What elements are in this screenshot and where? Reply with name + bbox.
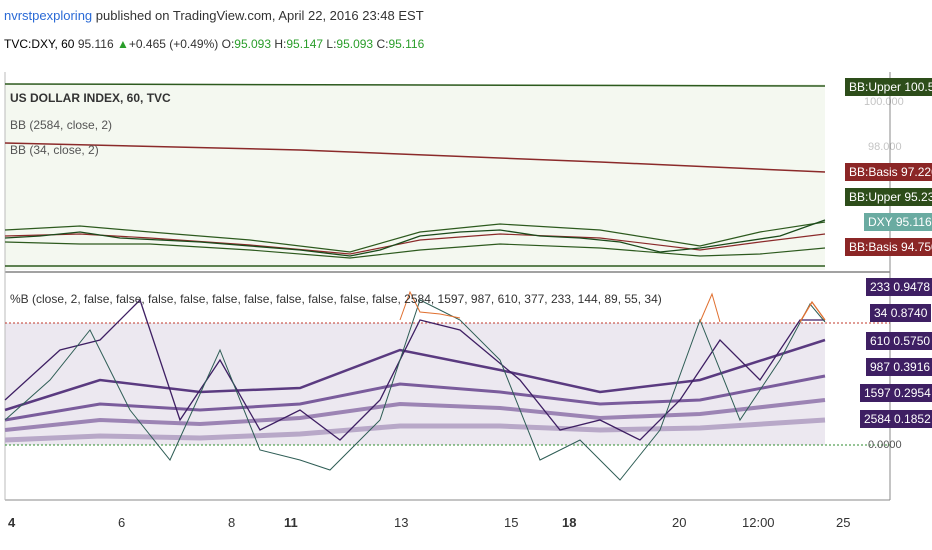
badge-label: BB:Upper xyxy=(849,190,902,204)
pctb-233-badge: 233 0.9478 xyxy=(866,278,932,296)
time-axis-tick: 20 xyxy=(672,515,687,530)
pctb-axis-zero: 0.0000 xyxy=(868,439,902,451)
pctb-987-badge: 987 0.3916 xyxy=(866,358,932,376)
badge-label: 233 xyxy=(870,280,891,294)
bb-long-label[interactable]: BB (2584, close, 2) xyxy=(10,118,113,132)
open-label: O: xyxy=(221,37,235,51)
price-axis-tick: 100.000 xyxy=(864,96,904,108)
badge-label: 610 xyxy=(870,334,891,348)
dxy-price-badge: DXY 95.116 xyxy=(864,213,932,231)
close-label: C: xyxy=(376,37,389,51)
pctb-610-badge: 610 0.5750 xyxy=(866,332,932,350)
pctb-2584 xyxy=(4,417,826,443)
badge-value: 100.577 xyxy=(904,80,932,94)
bb-upper-short xyxy=(4,221,826,253)
badge-value: 0.2954 xyxy=(894,386,931,400)
bb-basis-short xyxy=(4,233,826,255)
badge-label: 2584 xyxy=(864,412,891,426)
pctb-987 xyxy=(4,374,826,422)
badge-label: 987 xyxy=(870,360,891,374)
bb-upper-long-badge: BB:Upper 100.577 xyxy=(845,78,932,96)
pctb-233 xyxy=(4,298,825,441)
badge-value: 0.8740 xyxy=(890,306,928,320)
time-axis-tick: 11 xyxy=(284,515,298,530)
pctb-34 xyxy=(4,299,826,481)
price-change: +0.465 (+0.49%) xyxy=(128,37,219,51)
time-axis-tick: 4 xyxy=(8,515,16,530)
bb-basis-long xyxy=(4,142,826,173)
badge-label: 1597 xyxy=(864,386,891,400)
bb-lower-short xyxy=(4,241,826,259)
time-axis-tick: 13 xyxy=(394,515,409,530)
pctb-overshoot-3 xyxy=(799,300,826,323)
bb-short-label[interactable]: BB (34, close, 2) xyxy=(10,143,99,157)
pctb-1597-badge: 1597 0.2954 xyxy=(860,384,932,402)
low-value: 95.093 xyxy=(336,37,374,51)
publish-header: nvrstpexploring published on TradingView… xyxy=(4,8,424,24)
high-label: H: xyxy=(274,37,287,51)
pctb-610 xyxy=(4,338,826,412)
close-value: 95.116 xyxy=(388,37,425,51)
pctb-pane-title[interactable]: %B (close, 2, false, false, false, false… xyxy=(10,292,662,306)
publish-info: published on TradingView.com, April 22, … xyxy=(95,8,424,23)
pctb-2584-badge: 2584 0.1852 xyxy=(860,410,932,428)
bb-basis-long-badge: BB:Basis 97.226 xyxy=(845,163,932,181)
quote-line: TVC:DXY, 60 95.116 ▲+0.465 (+0.49%) O:95… xyxy=(4,37,424,51)
pctb-overshoot-1 xyxy=(399,290,461,321)
time-axis-tick: 8 xyxy=(228,515,236,530)
open-value: 95.093 xyxy=(234,37,271,51)
price-axis-tick: 98.000 xyxy=(868,141,902,153)
badge-value: 0.9478 xyxy=(893,280,931,294)
price-line xyxy=(4,219,826,257)
badge-value: 0.1852 xyxy=(894,412,931,426)
up-arrow-icon: ▲ xyxy=(116,37,129,51)
time-axis-tick: 18 xyxy=(562,515,577,530)
author-link[interactable]: nvrstpexploring xyxy=(4,8,93,23)
badge-value: 95.116 xyxy=(895,215,932,229)
pctb-34-badge: 34 0.8740 xyxy=(870,304,932,322)
time-axis-tick: 6 xyxy=(118,515,126,530)
pctb-1597 xyxy=(4,398,826,432)
price-pane-title[interactable]: US DOLLAR INDEX, 60, TVC xyxy=(10,91,171,105)
badge-label: DXY xyxy=(868,215,893,229)
high-value: 95.147 xyxy=(286,37,324,51)
last-price: 95.116 xyxy=(77,37,114,51)
badge-value: 0.3916 xyxy=(893,360,931,374)
badge-label: BB:Upper xyxy=(849,80,902,94)
symbol-label[interactable]: TVC:DXY, 60 xyxy=(4,37,75,51)
badge-value: 97.226 xyxy=(901,165,932,179)
badge-value: 0.5750 xyxy=(893,334,931,348)
price-pane-bg xyxy=(5,84,825,270)
low-label: L: xyxy=(326,37,337,51)
badge-value: 94.750 xyxy=(901,240,932,254)
badge-value: 95.239 xyxy=(904,190,932,204)
bb-upper-short-badge: BB:Upper 95.239 xyxy=(845,188,932,206)
pctb-overshoot-2 xyxy=(699,292,721,323)
badge-label: BB:Basis xyxy=(849,240,898,254)
time-axis-tick: 25 xyxy=(836,515,851,530)
time-axis-tick: 12:00 xyxy=(742,515,775,530)
bb-upper-long xyxy=(4,83,826,87)
time-axis-tick: 15 xyxy=(504,515,519,530)
bb-basis-short-badge: BB:Basis 94.750 xyxy=(845,238,932,256)
badge-label: BB:Basis xyxy=(849,165,898,179)
badge-label: 34 xyxy=(874,306,888,320)
